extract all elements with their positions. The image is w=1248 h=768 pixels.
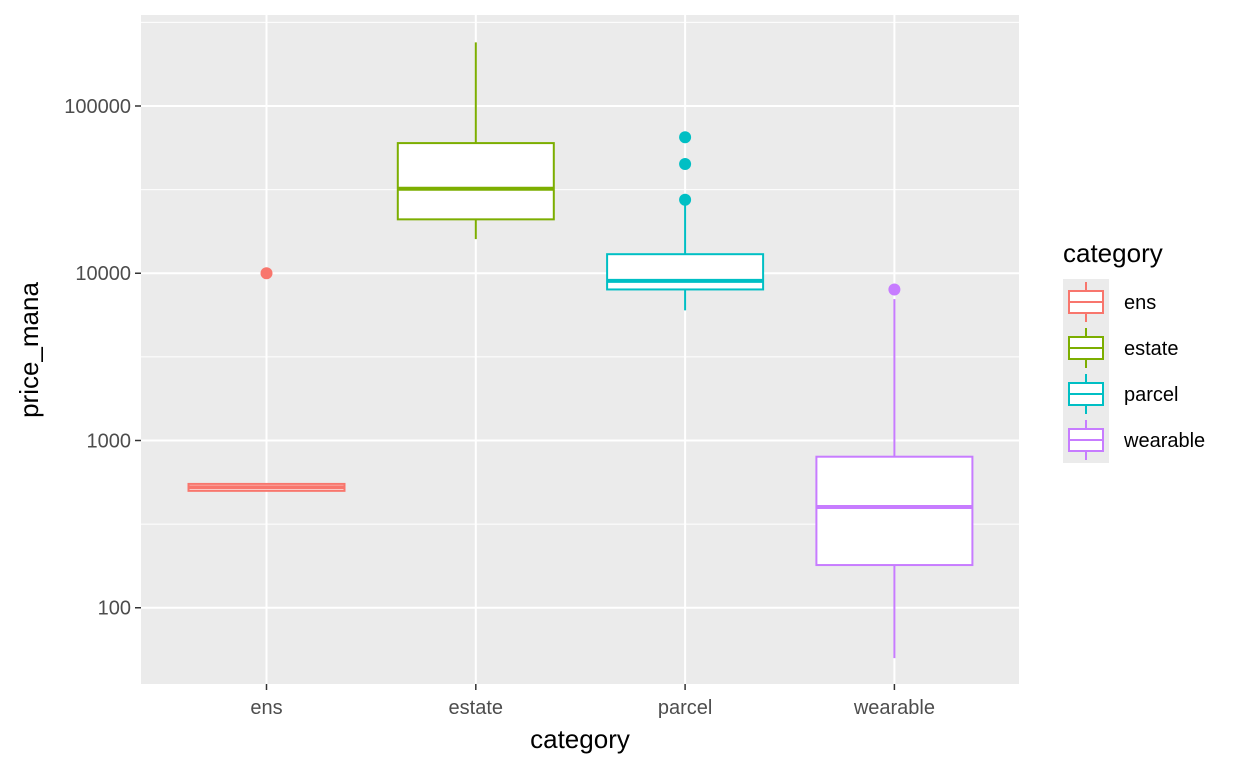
outlier-point — [888, 283, 901, 296]
x-tick-label: estate — [449, 697, 503, 719]
x-axis-ticks: ens estate parcel wearable — [250, 684, 935, 719]
box-parcel — [606, 131, 765, 311]
y-axis-ticks: 100 1000 10000 100000 — [64, 96, 141, 620]
box-estate — [396, 42, 555, 240]
y-tick-label: 100000 — [64, 96, 131, 118]
iqr-box — [396, 142, 555, 221]
x-axis-title: category — [530, 724, 630, 754]
iqr-box — [606, 253, 765, 291]
plot-panel — [141, 15, 1019, 684]
x-tick-label: parcel — [658, 697, 712, 719]
box-ens — [187, 267, 346, 492]
legend-key-ens — [1068, 282, 1104, 322]
legend-key-wearable — [1068, 420, 1104, 460]
outlier-point — [679, 157, 692, 170]
y-tick-label: 100 — [98, 598, 131, 620]
legend-label: ens — [1124, 292, 1156, 314]
legend: category ens estate parcel wearable — [1063, 238, 1205, 463]
box-series — [187, 42, 974, 659]
y-tick-label: 10000 — [75, 263, 131, 285]
box-wearable — [815, 283, 974, 659]
outlier-point — [260, 267, 273, 280]
y-tick-label: 1000 — [87, 430, 132, 452]
outlier-point — [679, 193, 692, 206]
major-gridlines — [141, 15, 1019, 684]
iqr-box — [815, 455, 974, 567]
x-tick-label: ens — [250, 697, 282, 719]
legend-key-parcel — [1068, 374, 1104, 414]
legend-title: category — [1063, 238, 1163, 268]
legend-label: wearable — [1123, 430, 1205, 452]
legend-label: parcel — [1124, 384, 1178, 406]
y-axis-title: price_mana — [14, 282, 44, 418]
outlier-point — [679, 131, 692, 144]
legend-label: estate — [1124, 338, 1178, 360]
x-tick-label: wearable — [853, 697, 935, 719]
legend-key-estate — [1068, 328, 1104, 368]
